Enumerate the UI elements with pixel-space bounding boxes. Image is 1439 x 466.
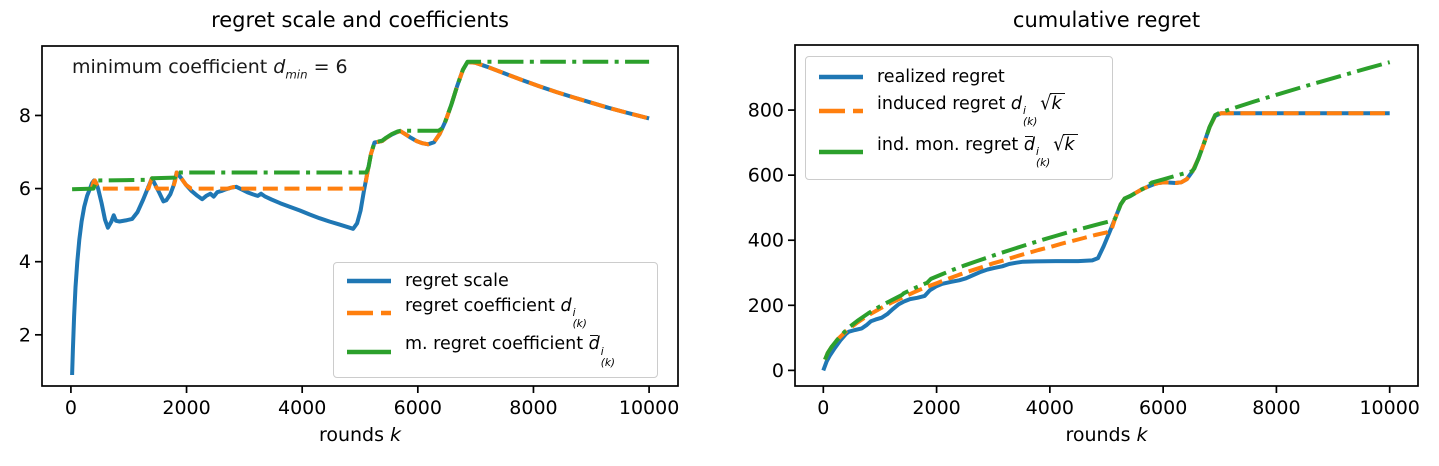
x-tick-label: 6000 — [1139, 397, 1187, 419]
legend-entry: m. regret coefficient d i (k) — [346, 334, 645, 368]
series-line-induced-monotone-regret — [823, 60, 1391, 361]
legend-swatch-dashdot — [819, 149, 863, 155]
legend-entry: regret coefficient d i (k) — [346, 296, 645, 330]
legend-swatch-dashed — [819, 108, 863, 114]
legend-label: realized regret — [877, 66, 1005, 87]
axes-frame — [794, 44, 1419, 387]
y-tick-label: 800 — [748, 100, 784, 122]
x-tick-label: 4000 — [1026, 397, 1074, 419]
x-tick-label: 2000 — [162, 397, 210, 419]
y-tick-label: 2 — [19, 324, 31, 346]
x-tick-label: 4000 — [278, 397, 326, 419]
y-tick-label: 400 — [748, 230, 784, 252]
legend-swatch-solid — [347, 278, 391, 284]
sqrt-symbol: √k — [1040, 93, 1065, 115]
x-tick-label: 8000 — [509, 397, 557, 419]
legend-swatch-solid — [819, 74, 863, 79]
legend-right: realized regret induced regret d i (k) √k ind… — [805, 56, 1113, 180]
y-tick-label: 200 — [748, 295, 784, 317]
chart-title-left: regret scale and coefficients — [211, 8, 509, 32]
legend-label: ind. mon. regret d i (k) √k — [877, 134, 1078, 169]
legend-swatch-dashdot — [347, 349, 391, 354]
legend-left: regret scale regret coefficient d i (k) m. r… — [333, 262, 658, 378]
annotation-min-coefficient: minimum coefficient dmin = 6 — [72, 56, 348, 82]
x-tick-label: 0 — [817, 397, 829, 419]
legend-label: m. regret coefficient d i (k) — [405, 334, 616, 369]
x-tick-label: 0 — [65, 397, 77, 419]
legend-label: regret coefficient d i (k) — [405, 295, 587, 330]
legend-entry: ind. mon. regret d i (k) √k — [818, 134, 1100, 169]
x-tick-label: 2000 — [912, 397, 960, 419]
x-tick-label: 8000 — [1252, 397, 1300, 419]
legend-entry: induced regret d i (k) √k — [818, 93, 1100, 128]
y-tick-label: 600 — [748, 165, 784, 187]
legend-label: induced regret d i (k) √k — [877, 93, 1065, 128]
y-tick-label: 4 — [19, 251, 31, 273]
y-tick-label: 0 — [772, 360, 784, 382]
y-tick-label: 6 — [19, 178, 31, 200]
x-axis-label-left: rounds k — [318, 424, 402, 446]
x-tick-label: 10000 — [619, 397, 679, 419]
legend-label: regret scale — [405, 271, 509, 292]
axes-frame — [41, 45, 679, 387]
legend-entry: regret scale — [346, 271, 645, 291]
series-line-monotone-regret-coefficient — [72, 59, 650, 192]
x-axis-label-right: rounds k — [1065, 424, 1148, 446]
x-tick-label: 10000 — [1359, 397, 1419, 419]
legend-swatch-dashed — [347, 310, 391, 316]
legend-entry: realized regret — [818, 67, 1100, 87]
x-tick-label: 6000 — [394, 397, 442, 419]
chart-title-right: cumulative regret — [1012, 8, 1201, 32]
sqrt-symbol: √k — [1053, 134, 1078, 156]
y-tick-label: 8 — [19, 105, 31, 127]
